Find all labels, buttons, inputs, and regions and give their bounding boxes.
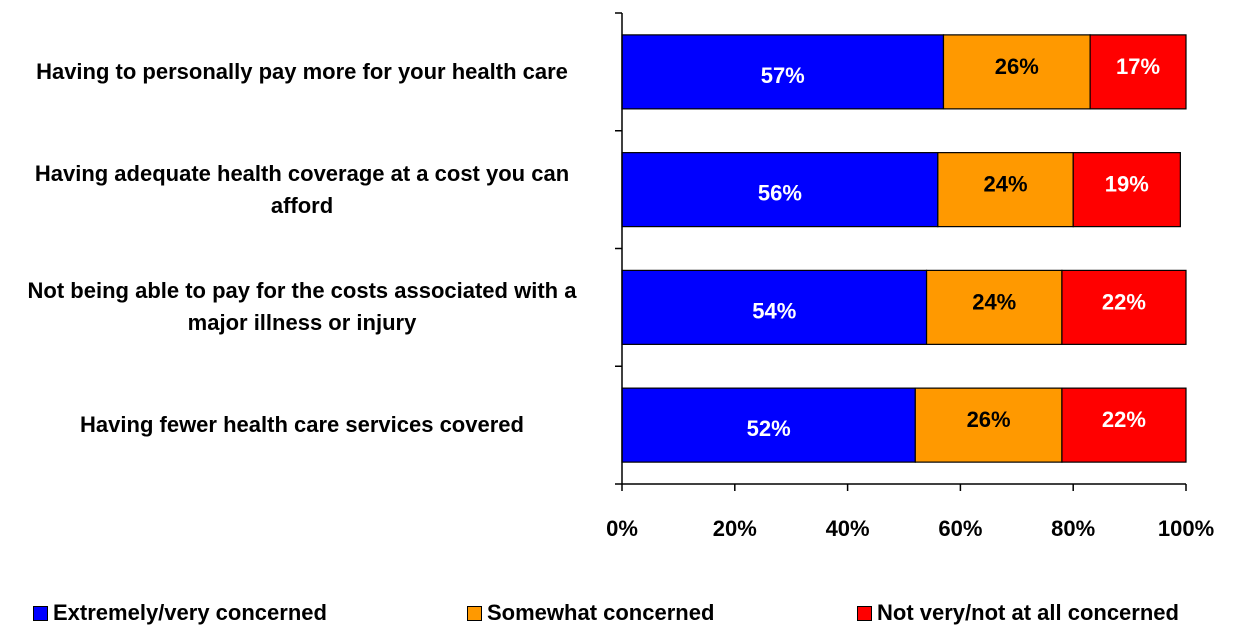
x-tick-label: 80% <box>1051 516 1095 541</box>
data-label: 17% <box>1116 54 1160 79</box>
legend-label: Not very/not at all concerned <box>877 600 1179 625</box>
data-label: 57% <box>761 63 805 88</box>
legend-swatch <box>857 605 872 621</box>
bar-segment <box>937 152 1074 228</box>
legend-item: Extremely/very concerned <box>33 598 327 628</box>
bar-segment <box>1061 269 1187 345</box>
bar-segment <box>621 387 916 463</box>
x-tick-label: 0% <box>606 516 638 541</box>
data-label: 22% <box>1102 289 1146 314</box>
legend-item: Somewhat concerned <box>467 598 714 628</box>
data-label: 24% <box>972 289 1016 314</box>
legend-item: Not very/not at all concerned <box>857 598 1179 628</box>
data-label: 24% <box>983 172 1027 197</box>
x-tick-label: 20% <box>713 516 757 541</box>
legend-label: Extremely/very concerned <box>53 600 327 625</box>
bar-segment <box>1089 34 1187 110</box>
data-label: 26% <box>967 407 1011 432</box>
data-label: 54% <box>752 298 796 323</box>
data-label: 56% <box>758 181 802 206</box>
data-label: 22% <box>1102 407 1146 432</box>
data-label: 52% <box>747 416 791 441</box>
bar-segment <box>942 34 1091 110</box>
category-label: Having adequate health coverage at a cos… <box>34 160 570 218</box>
bars-layer: 57% 26% 17% 56% 24% 19% 54% 24% 22% 52% 26% 22% <box>621 34 1187 463</box>
bar-segment <box>925 269 1063 345</box>
bar-segment <box>1061 387 1187 463</box>
legend-label: Somewhat concerned <box>487 600 715 625</box>
bar-segment <box>621 152 939 228</box>
bar-segment <box>1072 152 1181 228</box>
data-label: 26% <box>995 54 1039 79</box>
category-label: Having to personally pay more for your h… <box>36 58 568 84</box>
category-label: Not being able to pay for the costs asso… <box>27 278 577 336</box>
x-tick-label: 100% <box>1158 516 1214 541</box>
legend-swatch <box>33 605 48 621</box>
category-label: Having fewer health care services covere… <box>80 412 524 438</box>
legend-swatch <box>467 605 482 621</box>
data-label: 19% <box>1105 172 1149 197</box>
x-tick-label: 40% <box>826 516 870 541</box>
x-tick-label: 60% <box>938 516 982 541</box>
axes-layer: 0% 20% 40% 60% 80% 100% <box>606 12 1214 541</box>
bar-segment <box>621 269 928 345</box>
bar-segment <box>621 34 945 110</box>
